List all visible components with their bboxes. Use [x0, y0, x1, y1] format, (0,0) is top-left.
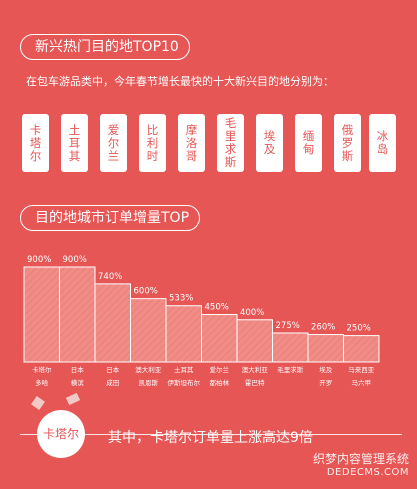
destination-card: 爱尔兰 — [100, 114, 127, 172]
bar-value-label: 900% — [27, 255, 51, 265]
section-title-top10: 新兴热门目的地TOP10 — [20, 34, 190, 60]
category-label: 都柏林 — [210, 378, 230, 387]
bar-value-label: 740% — [98, 272, 122, 282]
bar — [23, 266, 60, 363]
bar-value-label: 600% — [134, 287, 158, 297]
bar — [94, 283, 131, 363]
category-label: 马六甲 — [352, 378, 372, 387]
bar — [59, 266, 96, 363]
watermark: 织梦内容管理系统 DEDECMS.COM — [312, 452, 409, 478]
category-label: 澳大利亚 — [242, 365, 269, 374]
category-label: 毛里求斯 — [277, 365, 304, 374]
category-label: 伊斯坦布尔 — [168, 378, 201, 387]
destination-card: 缅甸 — [295, 114, 322, 172]
category-label: 卡塔尔 — [32, 365, 52, 374]
footer-divider — [20, 434, 402, 435]
category-label: 澳大利亚 — [135, 365, 162, 374]
category-label: 多哈 — [35, 378, 49, 387]
destination-card: 摩洛哥 — [178, 114, 205, 172]
destination-card: 埃及 — [256, 114, 283, 172]
highlight-text: 其中，卡塔尔订单量上涨高达9倍 — [108, 430, 313, 446]
destination-card: 俄罗斯 — [334, 114, 361, 172]
bar-value-label: 250% — [347, 324, 371, 334]
bar — [307, 334, 344, 363]
intro-text: 在包车游品类中，今年春节增长最快的十大新兴目的地分别为： — [26, 75, 334, 88]
bar-value-label: 900% — [63, 255, 87, 265]
bar — [201, 314, 238, 363]
destination-card: 比利时 — [139, 114, 166, 172]
category-label: 埃及 — [319, 365, 333, 374]
highlight-badge: 卡塔尔 — [37, 410, 85, 458]
bar — [272, 332, 309, 363]
bar-value-label: 450% — [205, 303, 229, 313]
bar-value-label: 275% — [276, 321, 300, 331]
bar-value-label: 533% — [169, 294, 193, 304]
destination-card: 毛里求斯 — [217, 114, 244, 172]
category-label: 横滨 — [71, 378, 85, 387]
category-label: 凯恩斯 — [139, 378, 159, 387]
category-label: 爱尔兰 — [210, 365, 230, 374]
destination-cards: 卡塔尔 土耳其 爱尔兰 比利时 摩洛哥 毛里求斯 埃及 缅甸 俄罗斯 冰岛 — [22, 114, 396, 172]
destination-card: 冰岛 — [369, 114, 396, 172]
bar — [165, 305, 202, 363]
category-label: 成田 — [106, 378, 119, 387]
bar — [130, 298, 167, 363]
destination-card: 土耳其 — [61, 114, 88, 172]
category-label: 日本 — [106, 365, 120, 374]
destination-card: 卡塔尔 — [22, 114, 49, 172]
bar — [343, 335, 380, 363]
badge-decoration — [31, 396, 45, 410]
bar-value-label: 400% — [240, 308, 264, 318]
category-label: 开罗 — [319, 379, 332, 387]
category-label: 霍巴特 — [245, 378, 265, 387]
category-label: 土耳其 — [174, 365, 194, 374]
category-label: 马来西亚 — [348, 366, 375, 374]
category-label: 日本 — [71, 365, 85, 374]
bar — [236, 319, 273, 363]
badge-decoration — [65, 392, 81, 406]
section-title-order-growth: 目的地城市订单增量TOP — [20, 205, 200, 231]
bar-value-label: 260% — [311, 323, 335, 333]
